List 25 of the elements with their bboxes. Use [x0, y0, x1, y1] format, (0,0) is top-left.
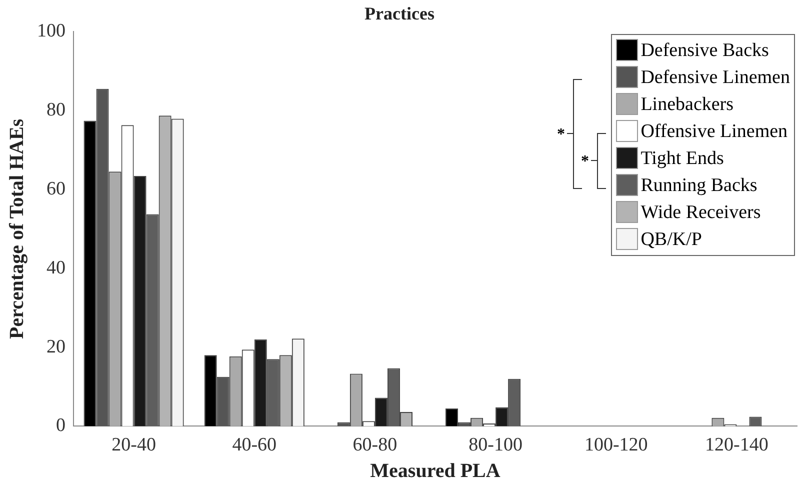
x-tick-label: 80-100: [468, 434, 522, 456]
legend-label: Linebackers: [640, 92, 734, 117]
y-tick-label: 60: [46, 178, 66, 200]
x-tick-label: 100-120: [584, 434, 648, 456]
x-tick-label: 120-140: [705, 434, 768, 456]
y-tick-label: 0: [56, 415, 66, 436]
legend-label: Wide Receivers: [640, 200, 761, 225]
legend-label: Defensive Backs: [640, 38, 769, 63]
y-tick-label: 80: [46, 100, 66, 121]
x-tick-label: 20-40: [112, 434, 156, 456]
legend-label: Tight Ends: [640, 146, 724, 171]
annotation: *: [557, 126, 565, 144]
y-tick-label: 100: [37, 20, 66, 42]
legend-label: Offensive Linemen: [640, 120, 788, 144]
x-axis-title: Measured PLA: [370, 460, 501, 482]
legend-label: QB/K/P: [640, 228, 702, 252]
y-axis-title: Percentage of Total HAEs: [6, 118, 28, 339]
x-tick-label: 60-80: [352, 434, 398, 456]
chart-title: Practices: [364, 3, 434, 24]
y-tick-label: 20: [46, 336, 66, 358]
y-tick-label: 40: [46, 257, 66, 278]
annotation: *: [581, 153, 589, 171]
legend-label: Running Backs: [640, 174, 758, 198]
legend-label: Defensive Linemen: [640, 66, 790, 90]
x-tick-label: 40-60: [232, 434, 277, 456]
